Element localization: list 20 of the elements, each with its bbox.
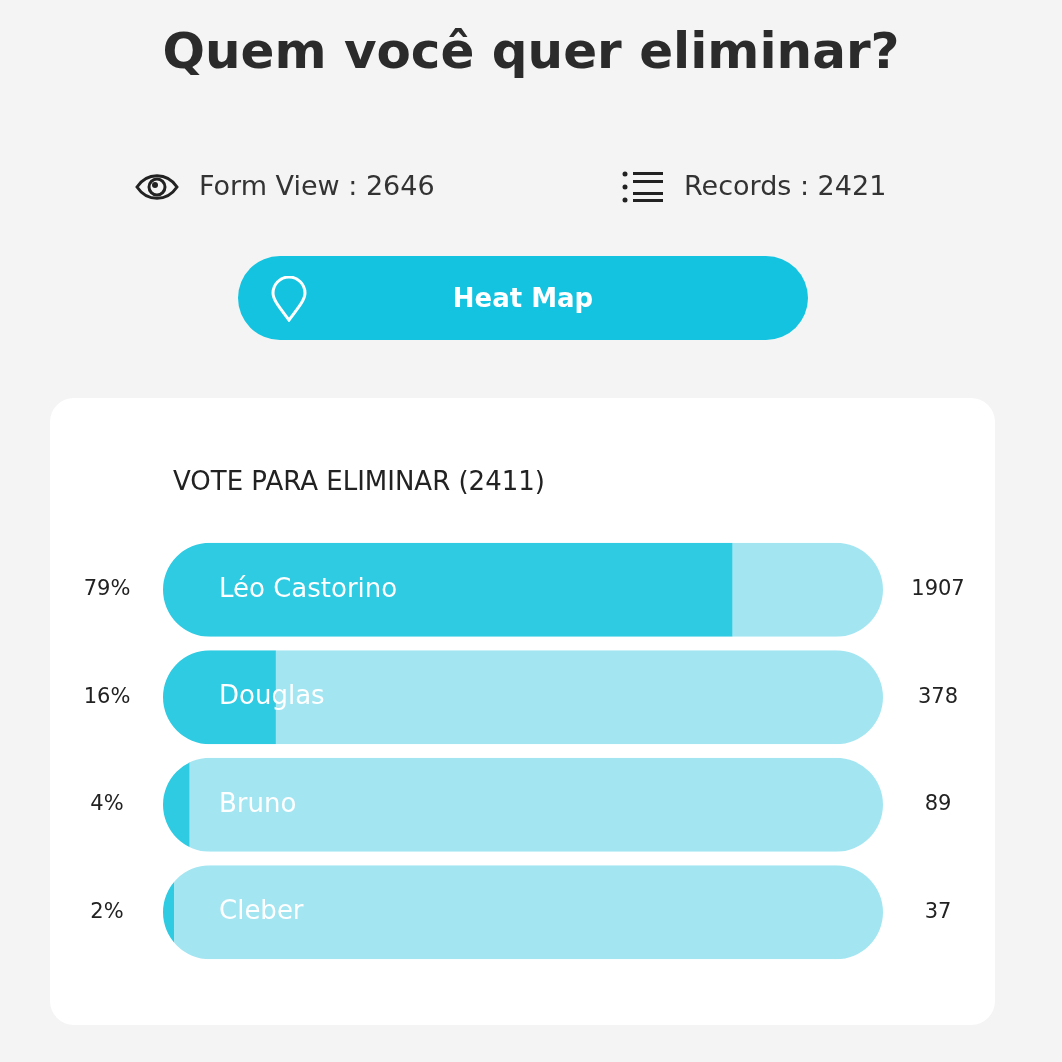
chart-title: Quem você quer eliminar? <box>161 22 901 80</box>
text: Heat Map <box>238 256 808 340</box>
chart-subtitle: VOTE PARA ELIMINAR (2411) <box>173 466 545 496</box>
data-label: 1907 <box>911 576 965 601</box>
text: Form View : 2646 <box>199 170 435 201</box>
data-label: 378 <box>917 683 959 708</box>
y-tick-label: Léo Castorino <box>219 572 398 603</box>
y-tick-label: Cleber <box>219 895 304 925</box>
text: 16% <box>83 683 131 708</box>
data-label: 37 <box>924 898 952 923</box>
text: Records : 2421 <box>684 170 887 201</box>
bar <box>189 757 883 852</box>
bar <box>163 542 733 637</box>
text: 2% <box>90 898 124 923</box>
y-tick-label: Bruno <box>219 787 297 818</box>
text: 79% <box>83 576 131 601</box>
bar <box>174 865 883 960</box>
data-label: 89 <box>924 791 952 816</box>
text: 4% <box>90 791 124 816</box>
bar <box>732 542 883 637</box>
